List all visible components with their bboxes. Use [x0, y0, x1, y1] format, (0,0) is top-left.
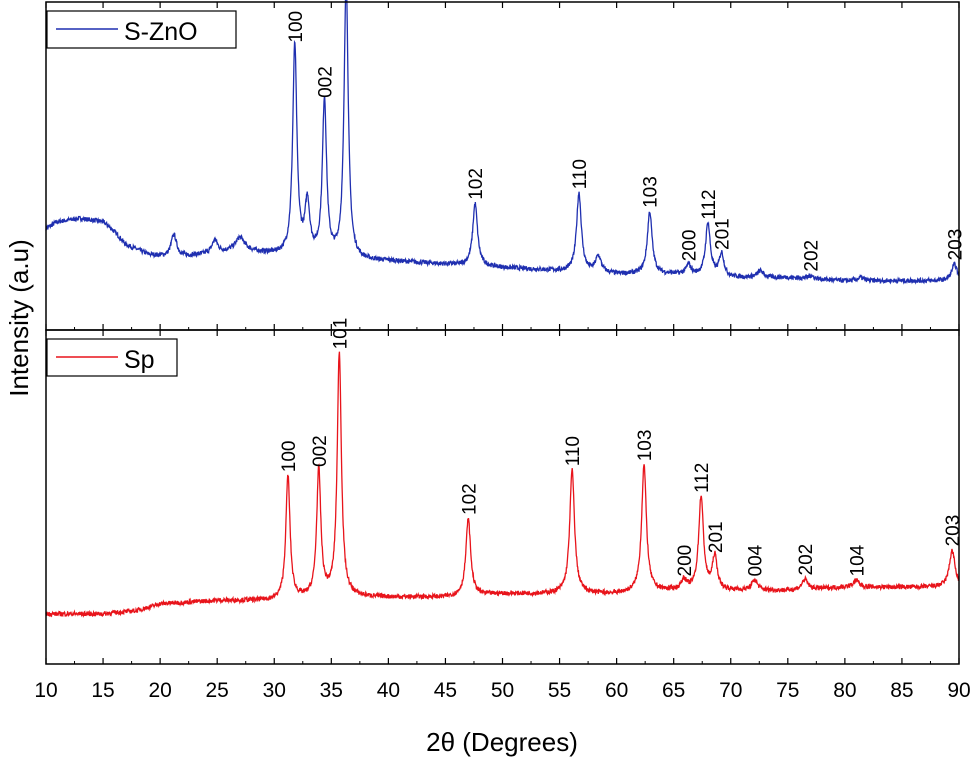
x-tick-label: 10 [34, 679, 57, 702]
peak-label-104: 104 [847, 544, 868, 576]
peak-label-002: 002 [310, 435, 331, 467]
peak-label-100: 100 [279, 440, 300, 472]
x-tick-label: 80 [833, 679, 856, 702]
peak-label-110: 110 [570, 159, 591, 189]
peak-label-203: 203 [943, 515, 964, 547]
peak-label-201: 201 [713, 218, 734, 250]
peak-label-200: 200 [680, 230, 701, 262]
x-tick-label: 40 [377, 679, 400, 702]
peak-label-203: 203 [945, 229, 966, 261]
x-tick-label: 90 [947, 679, 970, 702]
spectrum-line-s-zno [45, 0, 960, 285]
peak-label-200: 200 [675, 545, 696, 577]
x-tick-label: 45 [434, 679, 457, 702]
peak-label-202: 202 [802, 240, 823, 272]
x-tick-label: 65 [662, 679, 685, 702]
peak-label-004: 004 [746, 544, 767, 576]
panel-frame-sp [45, 329, 960, 665]
peak-label-100: 100 [286, 11, 307, 43]
x-tick-label: 35 [320, 679, 343, 702]
peak-label-110: 110 [563, 436, 584, 466]
peak-label-102: 102 [466, 168, 487, 200]
peak-label-112: 112 [699, 189, 720, 219]
legend-label-sp: Sp [124, 346, 155, 374]
x-tick-label: 25 [206, 679, 229, 702]
spectrum-line-sp [45, 351, 960, 618]
peak-label-102: 102 [459, 483, 480, 515]
legend-box-s-zno [46, 10, 237, 49]
x-tick-label: 55 [548, 679, 571, 702]
x-tick-label: 60 [605, 679, 628, 702]
x-axis-title: 2θ (Degrees) [426, 727, 578, 757]
x-tick-label: 15 [91, 679, 114, 702]
peak-label-202: 202 [796, 544, 817, 576]
peak-label-101: 101 [330, 318, 351, 350]
legend-label-s-zno: S-ZnO [124, 18, 198, 46]
y-axis-title: Intensity (a.u) [4, 239, 34, 397]
x-tick-label: 70 [719, 679, 742, 702]
x-tick-label: 50 [491, 679, 514, 702]
peak-label-201: 201 [706, 521, 727, 553]
peak-label-112: 112 [692, 463, 713, 493]
peak-label-103: 103 [635, 430, 656, 462]
x-tick-label: 30 [263, 679, 286, 702]
x-tick-label: 20 [148, 679, 171, 702]
x-tick-label: 85 [890, 679, 913, 702]
x-tick-label: 75 [776, 679, 799, 702]
peak-label-002: 002 [316, 66, 337, 98]
peak-label-103: 103 [641, 176, 662, 208]
